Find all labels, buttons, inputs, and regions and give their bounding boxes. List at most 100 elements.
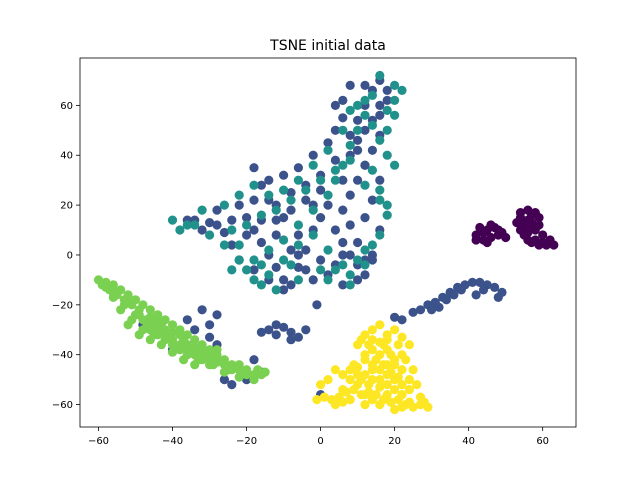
data-point-s1-127 xyxy=(256,327,266,337)
data-point-s2-41 xyxy=(234,240,244,250)
data-point-s1-91 xyxy=(338,95,348,105)
points-layer xyxy=(93,70,559,415)
data-point-s3-91 xyxy=(160,330,170,340)
data-point-s4-84 xyxy=(393,372,403,382)
data-point-s4-64 xyxy=(375,375,385,385)
data-point-s2-35 xyxy=(323,190,333,200)
data-point-s1-148 xyxy=(456,285,466,295)
data-point-s4-56 xyxy=(338,385,348,395)
data-point-s4-78 xyxy=(367,395,377,405)
data-point-s1-4 xyxy=(212,205,222,215)
data-point-s2-40 xyxy=(249,255,259,265)
data-point-s1-113 xyxy=(182,315,192,325)
data-point-s2-78 xyxy=(345,105,355,115)
data-point-s1-123 xyxy=(293,332,303,342)
y-tick-label: 20 xyxy=(60,201,73,212)
data-point-s4-81 xyxy=(419,397,429,407)
data-point-s4-19 xyxy=(382,390,392,400)
y-tick-label: 40 xyxy=(60,151,73,162)
data-point-s2-1 xyxy=(182,220,192,230)
data-point-s1-100 xyxy=(286,205,296,215)
data-point-s2-33 xyxy=(338,160,348,170)
data-point-s2-15 xyxy=(367,240,377,250)
data-point-s2-14 xyxy=(360,260,370,270)
data-point-s3-90 xyxy=(153,330,163,340)
data-point-s3-47 xyxy=(116,305,126,315)
data-point-s3-74 xyxy=(175,330,185,340)
data-point-s2-3 xyxy=(219,240,229,250)
data-point-s1-92 xyxy=(330,100,340,110)
data-point-s2-7 xyxy=(264,270,274,280)
data-point-s2-52 xyxy=(360,95,370,105)
data-point-s1-121 xyxy=(279,322,289,332)
data-point-s2-51 xyxy=(353,100,363,110)
data-point-s1-82 xyxy=(197,225,207,235)
data-point-s4-54 xyxy=(323,375,333,385)
data-point-s1-122 xyxy=(286,327,296,337)
data-point-s1-75 xyxy=(301,265,311,275)
data-point-s1-86 xyxy=(323,200,333,210)
data-point-s2-82 xyxy=(345,280,355,290)
data-point-s3-65 xyxy=(112,290,122,300)
data-point-s2-77 xyxy=(390,110,400,120)
data-point-s1-119 xyxy=(264,325,274,335)
data-point-s3-58 xyxy=(145,335,155,345)
data-point-s1-79 xyxy=(242,230,252,240)
data-point-s2-67 xyxy=(271,285,281,295)
data-point-s3-96 xyxy=(197,350,207,360)
data-point-s1-40 xyxy=(382,85,392,95)
data-point-s4-1 xyxy=(319,392,329,402)
data-point-s1-87 xyxy=(338,175,348,185)
data-point-s1-14 xyxy=(293,230,303,240)
data-point-s2-30 xyxy=(360,110,370,120)
data-point-s2-20 xyxy=(367,165,377,175)
data-point-s4-79 xyxy=(375,400,385,410)
x-tick-label: −60 xyxy=(88,436,109,447)
data-point-s2-36 xyxy=(308,205,318,215)
data-point-s3-98 xyxy=(212,355,222,365)
data-point-s3-81 xyxy=(227,365,237,375)
data-point-s1-132 xyxy=(408,307,418,317)
data-point-s2-45 xyxy=(271,205,281,215)
data-point-s1-101 xyxy=(271,215,281,225)
data-point-s1-116 xyxy=(212,310,222,320)
data-point-s1-120 xyxy=(271,330,281,340)
data-point-s1-114 xyxy=(197,305,207,315)
data-point-s2-64 xyxy=(175,225,185,235)
data-point-s4-36 xyxy=(360,350,370,360)
data-point-s1-81 xyxy=(212,220,222,230)
data-point-s2-60 xyxy=(234,190,244,200)
data-point-s1-140 xyxy=(467,277,477,287)
data-point-s4-39 xyxy=(367,325,377,335)
data-point-s2-2 xyxy=(205,230,215,240)
data-point-s3-94 xyxy=(182,345,192,355)
data-point-s1-125 xyxy=(271,320,281,330)
data-point-s4-58 xyxy=(360,400,370,410)
data-point-s1-50 xyxy=(338,113,348,123)
data-point-s4-17 xyxy=(397,402,407,412)
data-point-s2-4 xyxy=(234,255,244,265)
data-point-s1-3 xyxy=(205,218,215,228)
data-point-s2-81 xyxy=(323,275,333,285)
data-point-s4-65 xyxy=(371,355,381,365)
data-point-s4-87 xyxy=(349,360,359,370)
data-point-s2-74 xyxy=(375,185,385,195)
data-point-s2-55 xyxy=(308,160,318,170)
data-point-s3-7 xyxy=(145,305,155,315)
data-point-s2-61 xyxy=(219,200,229,210)
data-point-s4-28 xyxy=(390,325,400,335)
x-tick-label: −20 xyxy=(236,436,257,447)
data-point-s1-150 xyxy=(493,292,503,302)
data-point-s2-6 xyxy=(256,280,266,290)
data-point-s2-38 xyxy=(279,235,289,245)
data-point-s0-9 xyxy=(478,227,489,238)
data-point-s1-17 xyxy=(286,188,296,198)
data-point-s3-85 xyxy=(253,365,263,375)
data-point-s1-124 xyxy=(301,325,311,335)
data-point-s1-133 xyxy=(415,305,426,315)
data-point-s1-55 xyxy=(279,170,289,180)
data-point-s2-65 xyxy=(227,265,237,275)
data-point-s2-29 xyxy=(367,90,377,100)
